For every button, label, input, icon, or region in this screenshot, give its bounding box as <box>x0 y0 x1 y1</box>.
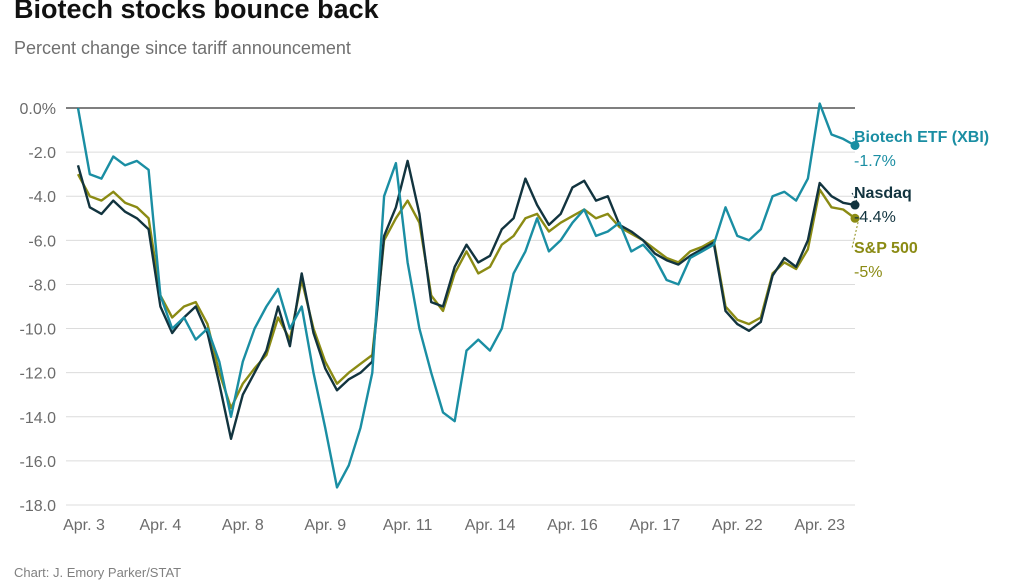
x-tick-label: Apr. 4 <box>140 517 182 534</box>
series-label-value: -5% <box>854 264 882 281</box>
x-tick-label: Apr. 16 <box>547 517 598 534</box>
series-line-biotech-etf-xbi- <box>76 102 856 489</box>
gridlines <box>66 107 855 506</box>
chart-title: Biotech stocks bounce back <box>14 0 379 24</box>
x-tick-label: Apr. 14 <box>465 517 516 534</box>
x-tick-label: Apr. 23 <box>794 517 845 534</box>
y-tick-label: -14.0 <box>20 410 57 427</box>
x-tick-label: Apr. 9 <box>304 517 346 534</box>
chart-subtitle: Percent change since tariff announcement <box>14 38 351 58</box>
series-end-labels: S&P 500 -5% Nasdaq -4.4% Biotech ETF (XBI) -1… <box>851 129 989 281</box>
y-tick-label: -8.0 <box>28 277 56 294</box>
series-end-point <box>850 200 860 210</box>
y-tick-label: -2.0 <box>28 145 56 162</box>
y-tick-label: -12.0 <box>20 366 57 383</box>
y-axis-ticks: 0.0% -2.0 -4.0 -6.0 -8.0 -10.0 -12.0 -14.0 -16.0… <box>20 101 57 515</box>
series-label-name: Nasdaq <box>854 185 912 202</box>
x-tick-label: Apr. 8 <box>222 517 264 534</box>
series-label-value: -1.7% <box>854 153 896 170</box>
x-tick-label: Apr. 11 <box>383 517 433 534</box>
y-tick-label: -4.0 <box>28 189 56 206</box>
y-tick-label: -10.0 <box>20 322 57 339</box>
x-axis-ticks: Apr. 3 Apr. 4 Apr. 8 Apr. 9 Apr. 11 Apr. 14 Ap… <box>63 517 845 534</box>
label-leader <box>851 218 860 249</box>
x-tick-label: Apr. 17 <box>630 517 681 534</box>
y-tick-label: -18.0 <box>20 498 57 515</box>
series-label-name: S&P 500 <box>854 240 918 257</box>
series-end-point <box>850 140 860 150</box>
series-label-name: Biotech ETF (XBI) <box>854 129 989 146</box>
series-lines <box>76 102 860 489</box>
y-tick-label: -6.0 <box>28 233 56 250</box>
y-tick-label: -16.0 <box>20 454 57 471</box>
series-label-value: -4.4% <box>854 209 896 226</box>
series-line-nasdaq <box>76 159 856 440</box>
series-end-point <box>850 213 860 223</box>
x-tick-label: Apr. 3 <box>63 517 105 534</box>
label-leader <box>851 136 860 146</box>
chart-source: Chart: J. Emory Parker/STAT <box>14 565 182 580</box>
x-tick-label: Apr. 22 <box>712 517 763 534</box>
y-tick-label: 0.0% <box>20 101 56 118</box>
